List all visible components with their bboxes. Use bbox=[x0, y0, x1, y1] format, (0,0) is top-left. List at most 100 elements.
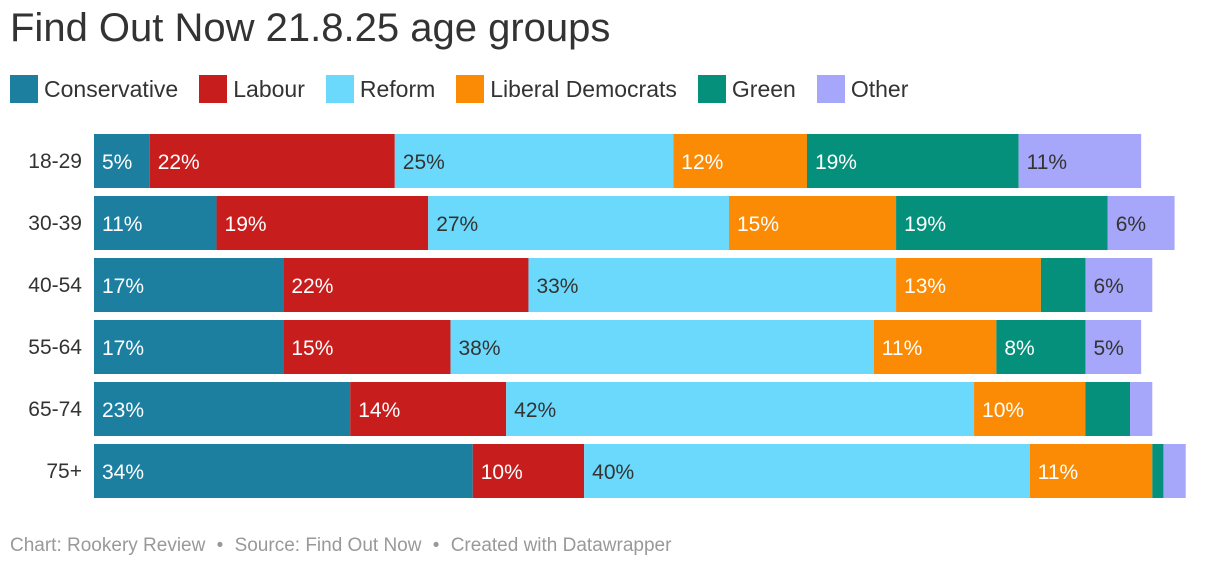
footer-chart-credit: Chart: Rookery Review bbox=[10, 535, 206, 556]
legend-label-green: Green bbox=[731, 75, 796, 102]
bar-segment-40-54-conservative bbox=[94, 258, 284, 312]
data-label-40-54-conservative: 17% bbox=[102, 275, 144, 298]
data-label-30-39-reform: 27% bbox=[436, 213, 478, 236]
legend-item-reform: Reform bbox=[325, 75, 436, 103]
data-label-75--labour: 10% bbox=[481, 461, 523, 484]
data-label-75--conservative: 34% bbox=[102, 461, 144, 484]
bar-segment-40-54-liberal-democrats bbox=[896, 258, 1041, 312]
bar-segment-55-64-labour bbox=[283, 320, 451, 374]
bar-segment-55-64-reform bbox=[450, 320, 874, 374]
bar-segment-75--reform bbox=[584, 444, 1030, 498]
legend-label-other: Other bbox=[850, 75, 909, 102]
bar-segment-18-29-liberal-democrats bbox=[673, 134, 807, 188]
data-label-18-29-conservative: 5% bbox=[102, 151, 132, 174]
legend-swatch-liberal-democrats bbox=[456, 75, 485, 103]
data-label-30-39-other: 6% bbox=[1116, 213, 1146, 236]
data-label-18-29-liberal-democrats: 12% bbox=[681, 151, 723, 174]
bar-segment-30-39-other bbox=[1107, 196, 1175, 250]
footer-source: Source: Find Out Now bbox=[234, 535, 422, 556]
legend-swatch-other bbox=[816, 75, 845, 103]
bar-segment-55-64-other bbox=[1085, 320, 1142, 374]
footer-separator: • bbox=[216, 535, 224, 556]
bar-segment-75--labour bbox=[472, 444, 585, 498]
bar-segment-18-29-conservative bbox=[94, 134, 150, 188]
bar-segment-75--liberal-democrats bbox=[1029, 444, 1153, 498]
legend-swatch-labour bbox=[199, 75, 228, 103]
category-label-18-29: 18-29 bbox=[28, 150, 82, 173]
category-label-30-39: 30-39 bbox=[28, 212, 82, 235]
legend-swatch-green bbox=[697, 75, 726, 103]
data-label-55-64-labour: 15% bbox=[291, 337, 333, 360]
category-label-65-74: 65-74 bbox=[28, 398, 82, 421]
bar-segment-65-74-liberal-democrats bbox=[974, 382, 1086, 436]
legend-item-labour: Labour bbox=[199, 75, 305, 103]
bar-segment-40-54-other bbox=[1085, 258, 1153, 312]
bar-segment-65-74-other bbox=[1130, 382, 1153, 436]
legend-item-liberal-democrats: Liberal Democrats bbox=[456, 75, 677, 103]
bar-segment-18-29-green bbox=[806, 134, 1019, 188]
data-label-30-39-labour: 19% bbox=[225, 213, 267, 236]
data-label-30-39-green: 19% bbox=[904, 213, 946, 236]
data-label-40-54-reform: 33% bbox=[536, 275, 578, 298]
bar-segment-30-39-labour bbox=[216, 196, 429, 250]
chart-footer: Chart: Rookery Review • Source: Find Out… bbox=[10, 534, 671, 558]
bar-segment-40-54-labour bbox=[283, 258, 529, 312]
bar-segment-65-74-reform bbox=[506, 382, 975, 436]
bar-segment-18-29-labour bbox=[149, 134, 395, 188]
legend-label-reform: Reform bbox=[359, 75, 436, 102]
category-label-55-64: 55-64 bbox=[28, 336, 82, 359]
data-label-40-54-labour: 22% bbox=[291, 275, 333, 298]
data-label-55-64-liberal-democrats: 11% bbox=[882, 337, 922, 360]
data-label-40-54-other: 6% bbox=[1093, 275, 1123, 298]
bar-segment-55-64-liberal-democrats bbox=[873, 320, 997, 374]
category-label-40-54: 40-54 bbox=[28, 274, 82, 297]
bar-segment-18-29-reform bbox=[394, 134, 674, 188]
bar-segment-40-54-green bbox=[1040, 258, 1086, 312]
bar-segment-30-39-reform bbox=[428, 196, 729, 250]
data-label-55-64-other: 5% bbox=[1093, 337, 1123, 360]
bar-segment-30-39-liberal-democrats bbox=[728, 196, 897, 250]
data-label-65-74-conservative: 23% bbox=[102, 399, 144, 422]
bar-segment-75--conservative bbox=[94, 444, 473, 498]
data-label-30-39-liberal-democrats: 15% bbox=[737, 213, 779, 236]
stacked-bar-chart: 18-29 5% 22% 25% 12% 19% 11% 30-39 11% 19% 27% 15% 1… bbox=[28, 134, 1186, 498]
data-label-30-39-conservative: 11% bbox=[102, 213, 142, 236]
legend-label-conservative: Conservative bbox=[44, 75, 179, 102]
bar-segment-55-64-green bbox=[996, 320, 1086, 374]
bar-segment-75--other bbox=[1163, 444, 1186, 498]
data-label-18-29-other: 11% bbox=[1027, 151, 1067, 174]
data-label-55-64-green: 8% bbox=[1004, 337, 1034, 360]
data-label-75--liberal-democrats: 11% bbox=[1038, 461, 1078, 484]
data-label-18-29-reform: 25% bbox=[403, 151, 445, 174]
legend-swatch-reform bbox=[325, 75, 354, 103]
data-label-40-54-liberal-democrats: 13% bbox=[904, 275, 946, 298]
legend-swatch-conservative bbox=[10, 75, 38, 103]
legend-item-other: Other bbox=[816, 75, 909, 103]
bar-segment-75--green bbox=[1152, 444, 1164, 498]
legend-item-green: Green bbox=[697, 75, 796, 103]
category-label-75-: 75+ bbox=[46, 460, 82, 483]
footer-separator: • bbox=[432, 535, 440, 556]
bar-segment-55-64-conservative bbox=[94, 320, 284, 374]
legend-item-conservative: Conservative bbox=[10, 75, 178, 103]
legend-label-liberal-democrats: Liberal Democrats bbox=[490, 75, 677, 102]
data-label-75--reform: 40% bbox=[592, 461, 634, 484]
bar-segment-65-74-green bbox=[1085, 382, 1131, 436]
data-label-55-64-conservative: 17% bbox=[102, 337, 144, 360]
bar-segment-65-74-labour bbox=[350, 382, 507, 436]
data-label-55-64-reform: 38% bbox=[458, 337, 500, 360]
bar-segment-30-39-conservative bbox=[94, 196, 217, 250]
bar-segment-40-54-reform bbox=[528, 258, 897, 312]
chart-title: Find Out Now 21.8.25 age groups bbox=[10, 6, 611, 50]
data-label-18-29-green: 19% bbox=[815, 151, 857, 174]
chart-legend: Conservative Labour Reform Liberal Democ… bbox=[10, 74, 929, 104]
data-label-18-29-labour: 22% bbox=[158, 151, 200, 174]
data-label-65-74-labour: 14% bbox=[358, 399, 400, 422]
data-label-65-74-liberal-democrats: 10% bbox=[982, 399, 1024, 422]
bar-segment-30-39-green bbox=[896, 196, 1108, 250]
footer-created-with: Created with Datawrapper bbox=[450, 535, 672, 556]
bar-segment-18-29-other bbox=[1018, 134, 1142, 188]
bar-segment-65-74-conservative bbox=[94, 382, 351, 436]
legend-label-labour: Labour bbox=[233, 75, 305, 102]
data-label-65-74-reform: 42% bbox=[514, 399, 556, 422]
